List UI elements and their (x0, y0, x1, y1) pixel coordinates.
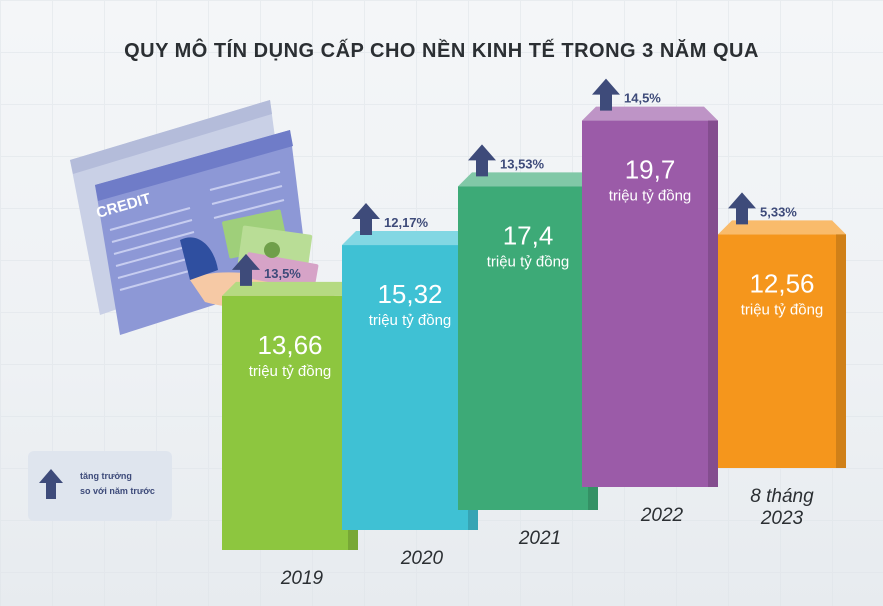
category-label-1: 2020 (400, 548, 444, 569)
category-label-2: 2021 (518, 528, 561, 549)
bar-top-2 (458, 172, 598, 187)
bar-1 (342, 245, 478, 530)
bar-value-label-3: 19,7 (625, 155, 676, 185)
bar-top-1 (342, 231, 478, 246)
bar-0 (222, 295, 358, 550)
bar-unit-label-0: triệu tỷ đồng (249, 363, 332, 380)
growth-arrow-icon-2 (468, 144, 496, 177)
growth-label-2: 13,53% (500, 156, 545, 171)
bar-shade-4 (836, 234, 846, 468)
category-label-4-1: 2023 (760, 508, 804, 529)
growth-label-0: 13,5% (264, 266, 301, 281)
bar-unit-label-2: triệu tỷ đồng (487, 253, 570, 270)
legend: tăng trưởng so với năm trước (28, 451, 172, 521)
growth-arrow-icon-4 (728, 192, 756, 225)
bar-top-3 (582, 106, 718, 121)
bar-shade-3 (708, 120, 718, 487)
bar-3 (582, 120, 718, 487)
bar-unit-label-1: triệu tỷ đồng (369, 312, 452, 329)
growth-label-3: 14,5% (624, 91, 661, 106)
chart-title: QUY MÔ TÍN DỤNG CẤP CHO NỀN KINH TẾ TRON… (124, 40, 759, 62)
legend-line1: tăng trưởng (80, 471, 132, 481)
bar-unit-label-4: triệu tỷ đồng (741, 301, 824, 318)
bar-group-1: 15,32 triệu tỷ đồng 12,17% 2020 (342, 203, 478, 569)
growth-arrow-icon-3 (592, 78, 620, 111)
legend-line2: so với năm trước (80, 486, 155, 496)
growth-label-4: 5,33% (760, 204, 797, 219)
bar-group-0: 13,66 triệu tỷ đồng 13,5% 2019 (222, 253, 358, 589)
bar-4 (718, 234, 846, 468)
bar-unit-label-3: triệu tỷ đồng (609, 188, 692, 205)
up-arrow-icon (39, 469, 63, 499)
bar-2 (458, 186, 598, 511)
bar-value-label-0: 13,66 (257, 330, 322, 360)
growth-arrow-icon-1 (352, 203, 380, 236)
category-label-0: 2019 (280, 568, 324, 589)
bar-value-label-4: 12,56 (749, 268, 814, 298)
bar-value-label-1: 15,32 (377, 279, 442, 309)
growth-arrow-icon-0 (232, 253, 260, 286)
bar-group-3: 19,7 triệu tỷ đồng 14,5% 2022 (582, 78, 718, 526)
bar-group-2: 17,4 triệu tỷ đồng 13,53% 2021 (458, 144, 598, 549)
bar-top-4 (718, 220, 846, 235)
growth-label-1: 12,17% (384, 215, 429, 230)
bar-top-0 (222, 281, 358, 296)
category-label-4-0: 8 tháng (750, 486, 814, 507)
bar-value-label-2: 17,4 (503, 220, 554, 250)
category-label-3: 2022 (640, 505, 684, 526)
